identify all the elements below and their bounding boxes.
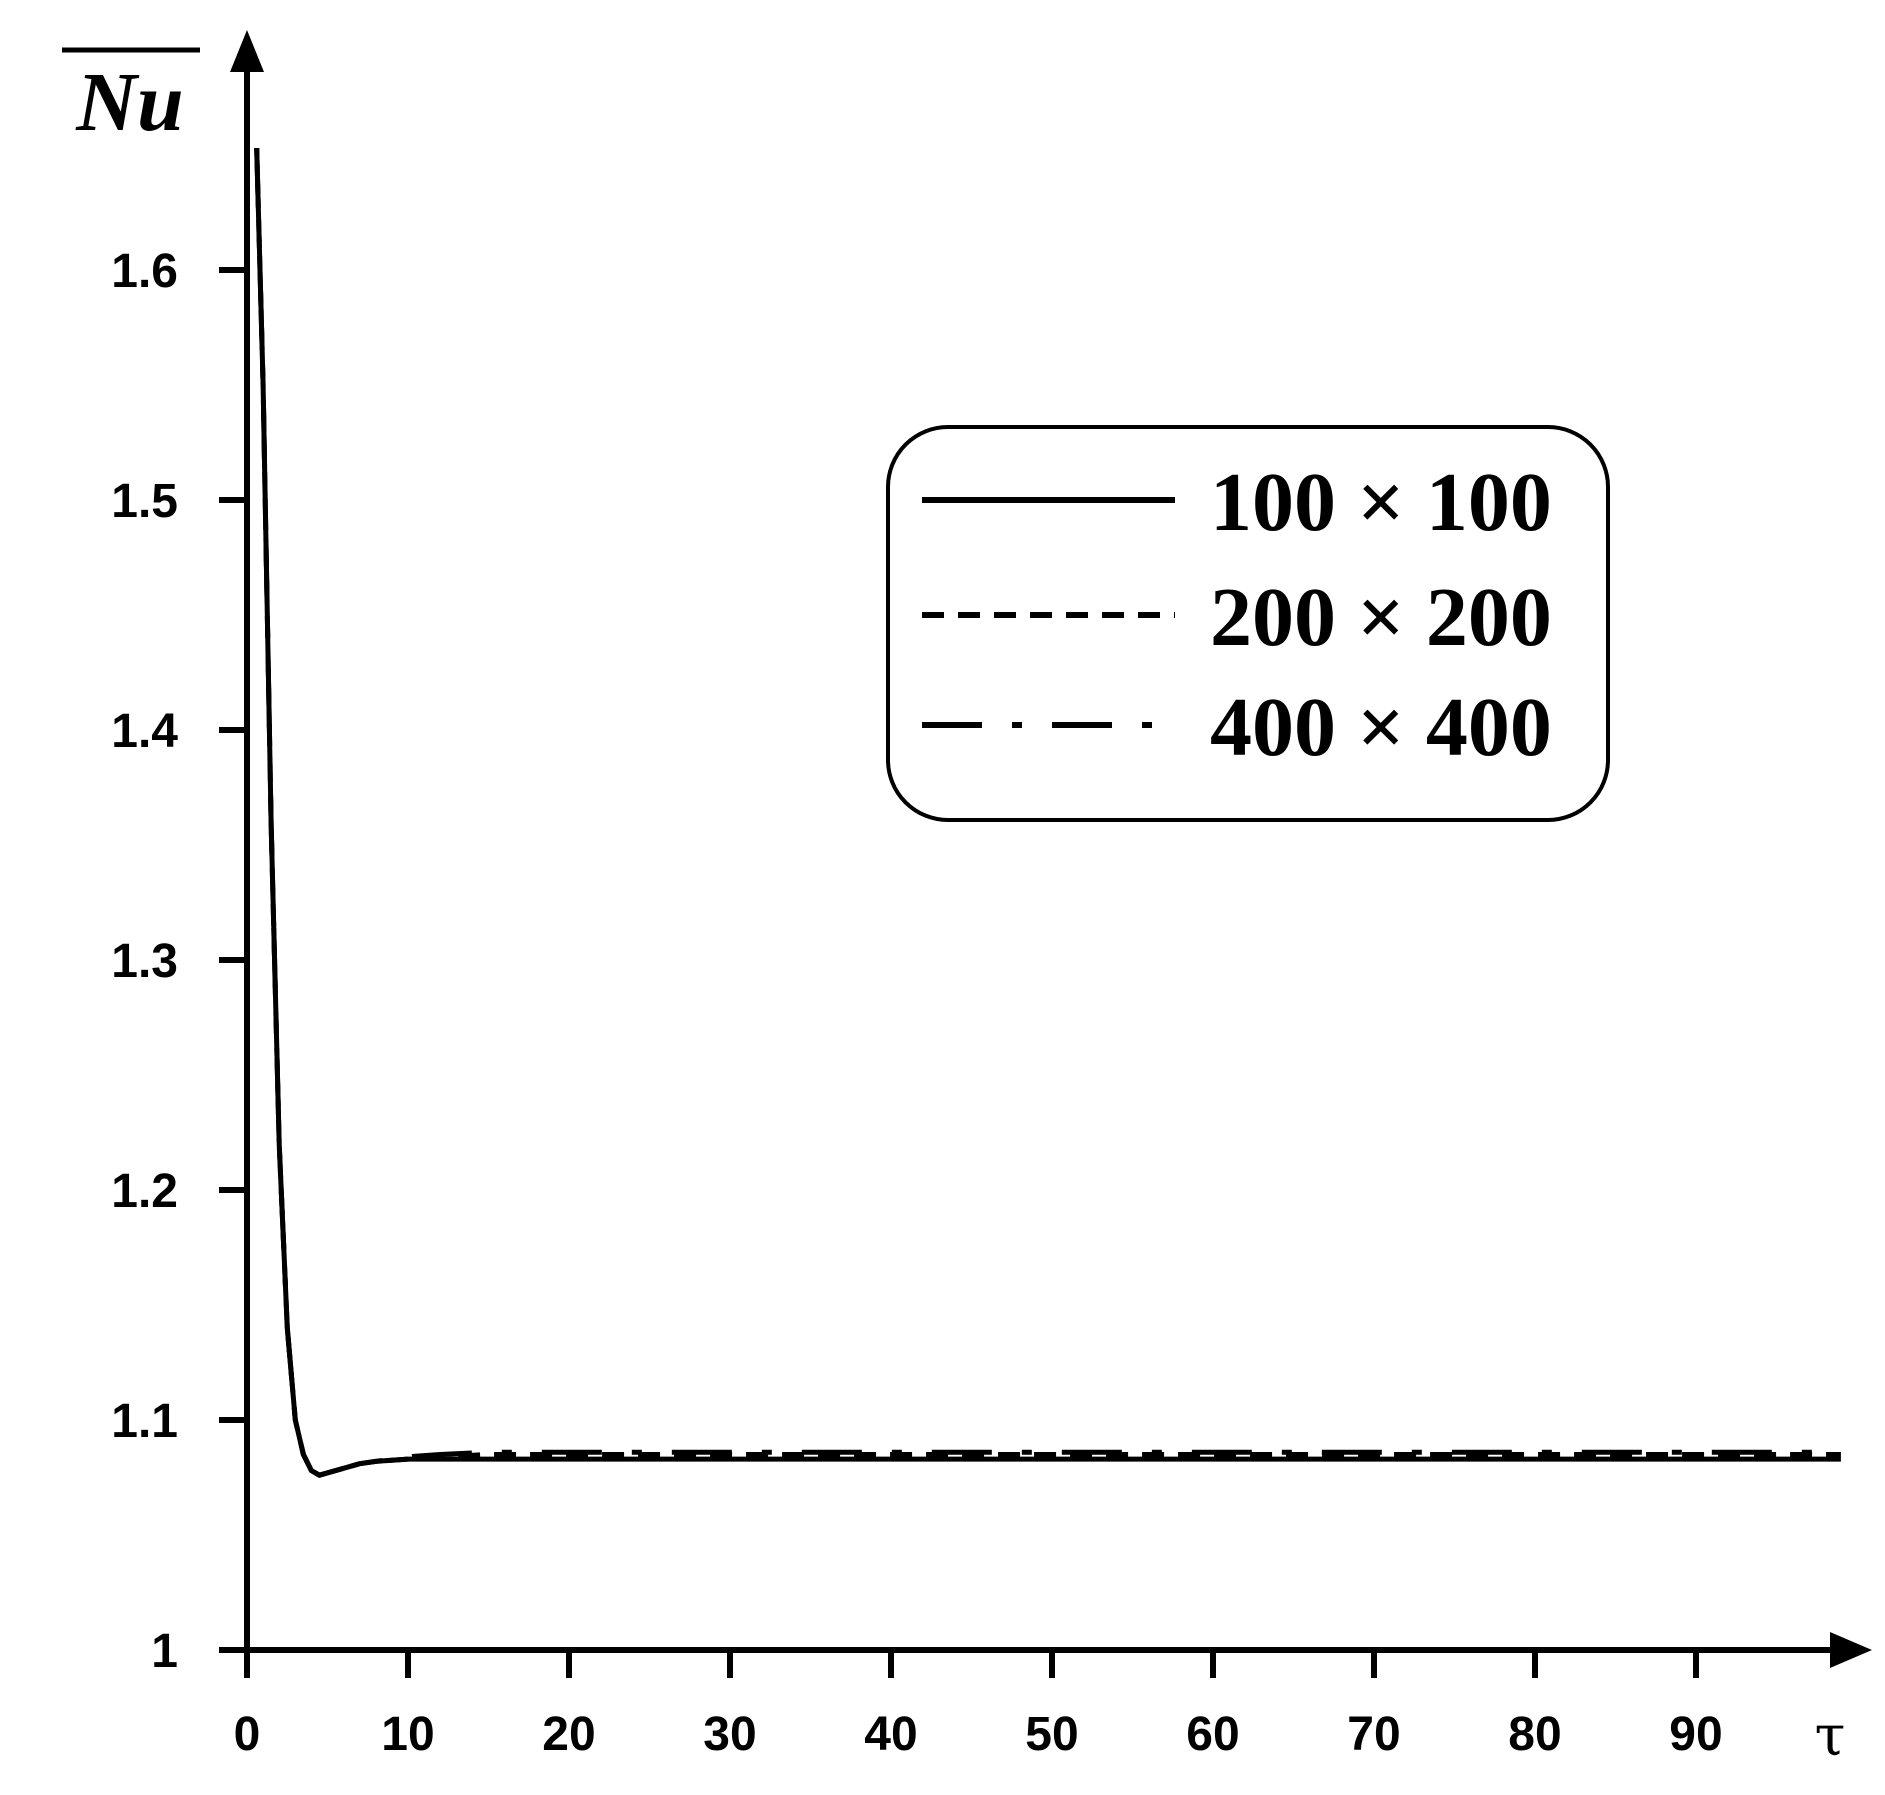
- y-tick-label: 1: [151, 1625, 178, 1678]
- x-tick-label: 10: [381, 1708, 434, 1761]
- x-tick-label: 80: [1508, 1708, 1561, 1761]
- titles-layer: Nu τ: [62, 47, 1846, 1769]
- legend-box: [886, 425, 1610, 822]
- x-tick-label: 30: [703, 1708, 756, 1761]
- x-tick-label: 50: [1025, 1708, 1078, 1761]
- x-tick-label: 40: [864, 1708, 917, 1761]
- y-tick-label: 1.4: [111, 705, 178, 758]
- ticks-layer: 0 10 20 30 40 50 60 70 80 90 1 1.1 1.2 1.3 1.4 1.5 1.6: [111, 245, 1722, 1761]
- y-tick-label: 1.1: [111, 1395, 178, 1448]
- x-tick-label: 60: [1186, 1708, 1239, 1761]
- series-layer: [254, 148, 1841, 1478]
- x-tick-label: 70: [1347, 1708, 1400, 1761]
- y-tick-label: 1.3: [111, 935, 178, 988]
- legend-label-2: 200 × 200: [1210, 571, 1552, 664]
- series-line-3: [254, 148, 1841, 1478]
- x-tick-label: 90: [1669, 1708, 1722, 1761]
- x-tick-label: 20: [542, 1708, 595, 1761]
- x-axis-arrow: [1830, 1632, 1872, 1668]
- x-axis-title: τ: [1815, 1704, 1846, 1769]
- y-axis-title: Nu: [75, 56, 183, 149]
- legend-label-1: 100 × 100: [1210, 456, 1552, 549]
- y-tick-label: 1.6: [111, 245, 178, 298]
- axes-layer: [230, 30, 1872, 1668]
- legend-label-3: 400 × 400: [1210, 681, 1552, 774]
- y-tick-label: 1.2: [111, 1165, 178, 1218]
- y-axis-arrow: [230, 30, 264, 72]
- x-tick-label: 0: [234, 1708, 261, 1761]
- legend: 100 × 100 200 × 200 400 × 400: [886, 425, 1610, 822]
- y-tick-label: 1.5: [111, 475, 178, 528]
